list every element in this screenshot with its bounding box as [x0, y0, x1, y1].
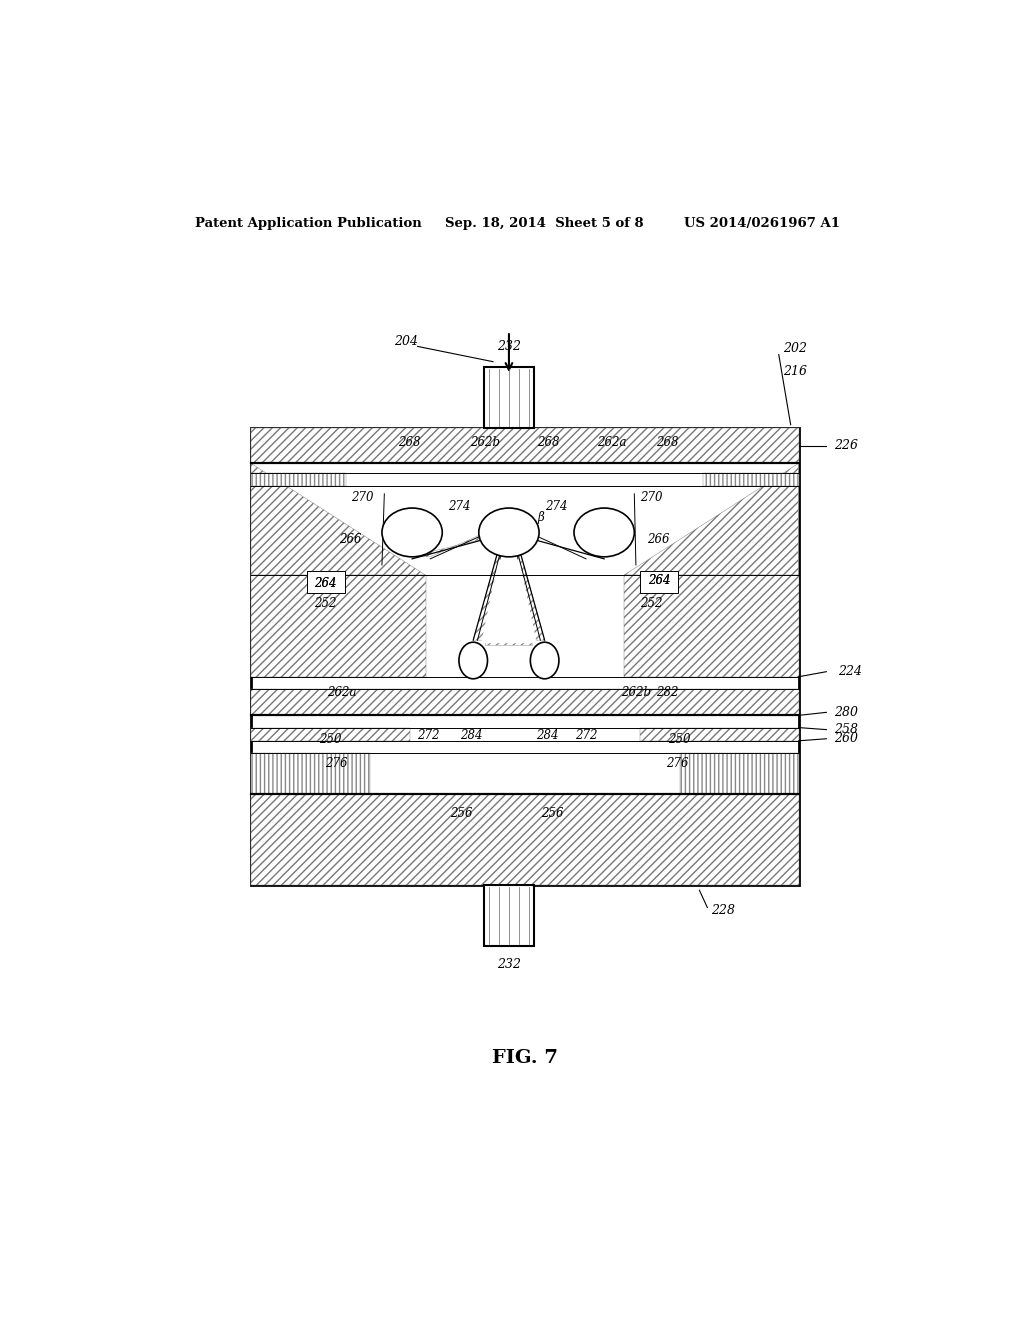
Text: 266: 266	[339, 533, 361, 546]
Text: 232: 232	[497, 958, 521, 972]
Polygon shape	[251, 428, 799, 886]
Text: 258: 258	[835, 723, 858, 737]
Text: 272: 272	[417, 729, 439, 742]
Text: 252: 252	[313, 597, 336, 610]
Polygon shape	[251, 727, 410, 741]
Polygon shape	[251, 689, 799, 715]
Text: 266: 266	[647, 533, 670, 546]
Text: 280: 280	[835, 706, 858, 719]
Text: 262b: 262b	[470, 437, 500, 450]
Polygon shape	[624, 463, 799, 576]
Ellipse shape	[479, 508, 539, 557]
FancyBboxPatch shape	[640, 572, 678, 594]
Text: 264: 264	[648, 574, 671, 586]
Text: 270: 270	[641, 491, 663, 504]
Text: 268: 268	[398, 437, 421, 450]
Text: 232: 232	[497, 341, 521, 352]
Ellipse shape	[574, 508, 634, 557]
FancyBboxPatch shape	[306, 572, 345, 594]
Text: 204: 204	[394, 335, 418, 348]
Text: 268: 268	[656, 437, 679, 450]
Text: 282: 282	[656, 685, 679, 698]
Text: 250: 250	[319, 734, 342, 746]
Text: 264: 264	[313, 577, 336, 590]
Text: 260: 260	[835, 733, 858, 746]
Text: US 2014/0261967 A1: US 2014/0261967 A1	[684, 218, 840, 231]
Text: 284: 284	[536, 729, 558, 742]
Text: 216: 216	[782, 366, 807, 379]
Text: 226: 226	[835, 440, 858, 451]
Text: 262a: 262a	[328, 685, 357, 698]
Text: 256: 256	[542, 808, 564, 821]
Text: β: β	[538, 511, 544, 524]
Text: 264: 264	[648, 574, 671, 586]
Text: 262b: 262b	[621, 685, 651, 698]
Ellipse shape	[382, 508, 442, 557]
Text: 228: 228	[712, 904, 735, 917]
Polygon shape	[640, 727, 799, 741]
Text: 264: 264	[313, 577, 336, 590]
Polygon shape	[680, 752, 799, 793]
Polygon shape	[251, 752, 370, 793]
Text: Sep. 18, 2014  Sheet 5 of 8: Sep. 18, 2014 Sheet 5 of 8	[445, 218, 644, 231]
Ellipse shape	[530, 643, 559, 678]
Text: 268: 268	[538, 437, 560, 450]
Text: 256: 256	[451, 808, 472, 821]
Text: FIG. 7: FIG. 7	[492, 1049, 558, 1067]
Polygon shape	[703, 474, 799, 486]
Text: 274: 274	[449, 499, 471, 512]
Text: 276: 276	[666, 756, 688, 770]
Polygon shape	[473, 528, 545, 645]
Polygon shape	[483, 367, 535, 428]
Text: 250: 250	[669, 734, 691, 746]
Text: 272: 272	[575, 729, 598, 742]
Text: 276: 276	[326, 756, 348, 770]
Text: Patent Application Publication: Patent Application Publication	[196, 218, 422, 231]
Polygon shape	[251, 428, 799, 463]
Polygon shape	[410, 523, 509, 557]
Polygon shape	[251, 793, 799, 886]
Polygon shape	[251, 463, 426, 576]
Ellipse shape	[459, 643, 487, 678]
Text: 224: 224	[839, 665, 862, 678]
Text: 252: 252	[641, 597, 663, 610]
Polygon shape	[483, 886, 535, 946]
Text: 284: 284	[460, 729, 482, 742]
Polygon shape	[251, 576, 426, 677]
Text: 274: 274	[546, 499, 567, 512]
Polygon shape	[251, 474, 346, 486]
Polygon shape	[624, 576, 799, 677]
Text: 202: 202	[782, 342, 807, 355]
Text: 270: 270	[351, 491, 374, 504]
Text: 262a: 262a	[597, 437, 627, 450]
Polygon shape	[481, 532, 537, 643]
